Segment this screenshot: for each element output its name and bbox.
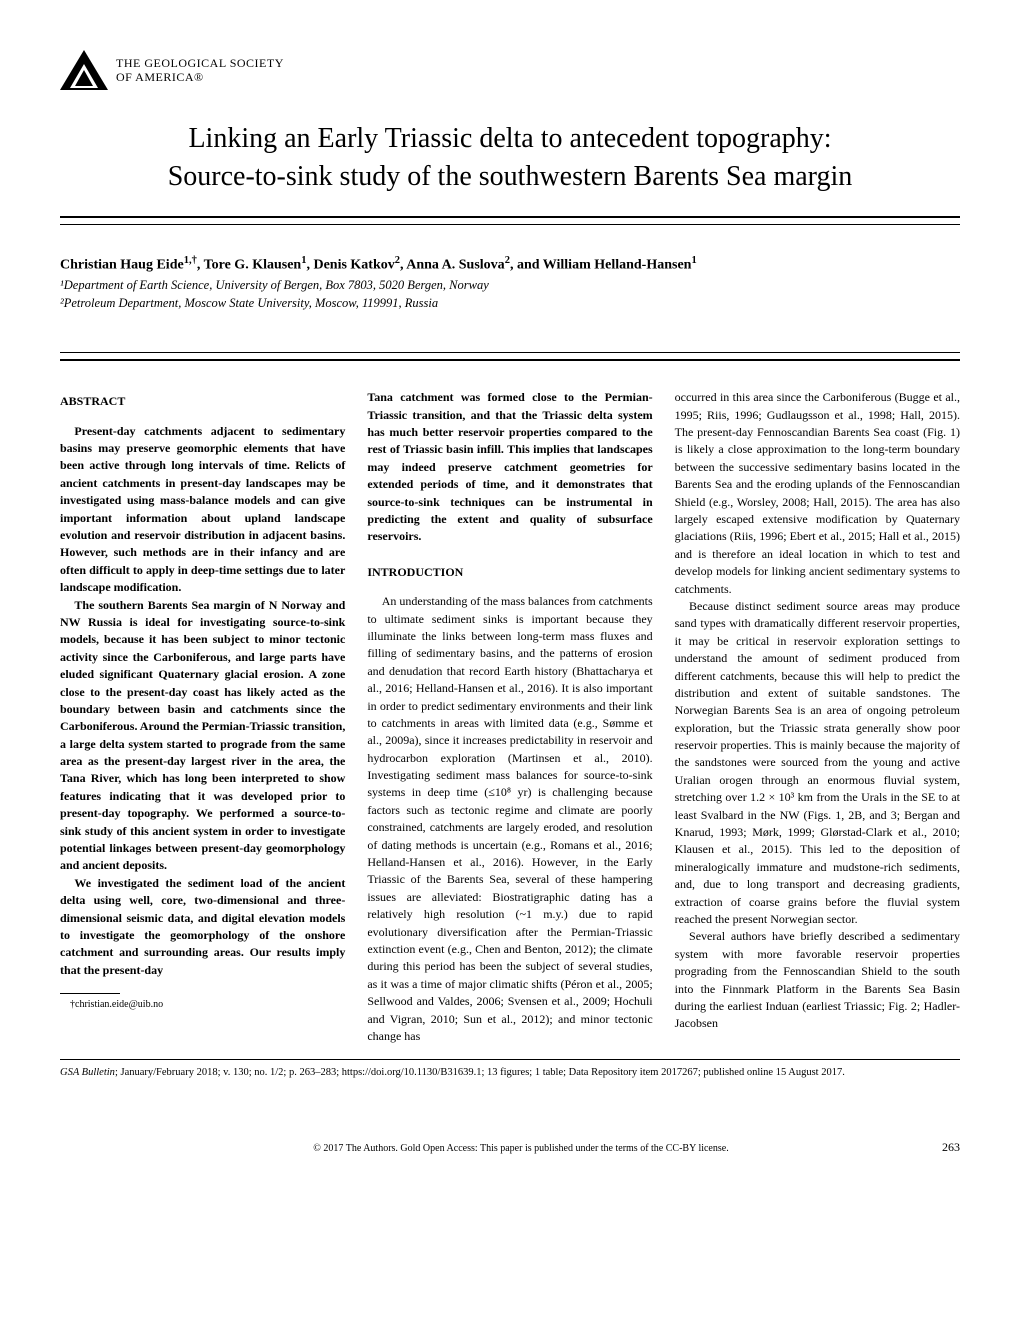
- abstract-para-2: The southern Barents Sea margin of N Nor…: [60, 597, 345, 875]
- column-3: occurred in this area since the Carbonif…: [675, 389, 960, 1045]
- abstract-para-3: We investigated the sediment load of the…: [60, 875, 345, 979]
- publisher-line1: THE GEOLOGICAL SOCIETY: [116, 56, 284, 70]
- copyright: © 2017 The Authors. Gold Open Access: Th…: [100, 1143, 942, 1154]
- affiliation-2: ²Petroleum Department, Moscow State Univ…: [60, 295, 960, 313]
- abstract-heading: ABSTRACT: [60, 393, 345, 410]
- title-rule-bottom: [60, 359, 960, 361]
- authors-block: Christian Haug Eide1,†, Tore G. Klausen1…: [60, 255, 960, 313]
- footer: © 2017 The Authors. Gold Open Access: Th…: [60, 1140, 960, 1155]
- title-line-1: Linking an Early Triassic delta to antec…: [188, 123, 831, 154]
- intro-para-1: An understanding of the mass balances fr…: [367, 593, 652, 1045]
- citation-text: GSA Bulletin; January/February 2018; v. …: [60, 1067, 845, 1078]
- footnote-rule: [60, 993, 120, 994]
- article-title: Linking an Early Triassic delta to antec…: [80, 120, 940, 196]
- title-rule-top-thin: [60, 224, 960, 225]
- corresponding-footnote: †christian.eide@uib.no: [60, 998, 345, 1013]
- col3-para-1: occurred in this area since the Carbonif…: [675, 389, 960, 598]
- affiliation-1: ¹Department of Earth Science, University…: [60, 277, 960, 295]
- authors: Christian Haug Eide1,†, Tore G. Klausen1…: [60, 255, 960, 274]
- publisher-logo-block: THE GEOLOGICAL SOCIETY OF AMERICA®: [60, 50, 960, 90]
- abstract-text: Present-day catchments adjacent to sedim…: [60, 423, 345, 980]
- column-1: ABSTRACT Present-day catchments adjacent…: [60, 389, 345, 1045]
- col3-para-3: Several authors have briefly described a…: [675, 928, 960, 1032]
- page-number: 263: [942, 1140, 960, 1155]
- column-2: Tana catchment was formed close to the P…: [367, 389, 652, 1045]
- title-line-2: Source-to-sink study of the southwestern…: [168, 161, 853, 192]
- citation-rule: [60, 1059, 960, 1060]
- abstract-continuation: Tana catchment was formed close to the P…: [367, 389, 652, 546]
- abstract-para-1: Present-day catchments adjacent to sedim…: [60, 423, 345, 597]
- citation-line: GSA Bulletin; January/February 2018; v. …: [60, 1066, 960, 1080]
- body-columns: ABSTRACT Present-day catchments adjacent…: [60, 389, 960, 1045]
- introduction-heading: INTRODUCTION: [367, 564, 652, 581]
- gsa-logo-icon: [60, 50, 108, 90]
- publisher-line2: OF AMERICA®: [116, 70, 284, 84]
- title-rule-top: [60, 216, 960, 218]
- title-rule-bottom-thin: [60, 352, 960, 353]
- publisher-name: THE GEOLOGICAL SOCIETY OF AMERICA®: [116, 56, 284, 85]
- col3-para-2: Because distinct sediment source areas m…: [675, 598, 960, 928]
